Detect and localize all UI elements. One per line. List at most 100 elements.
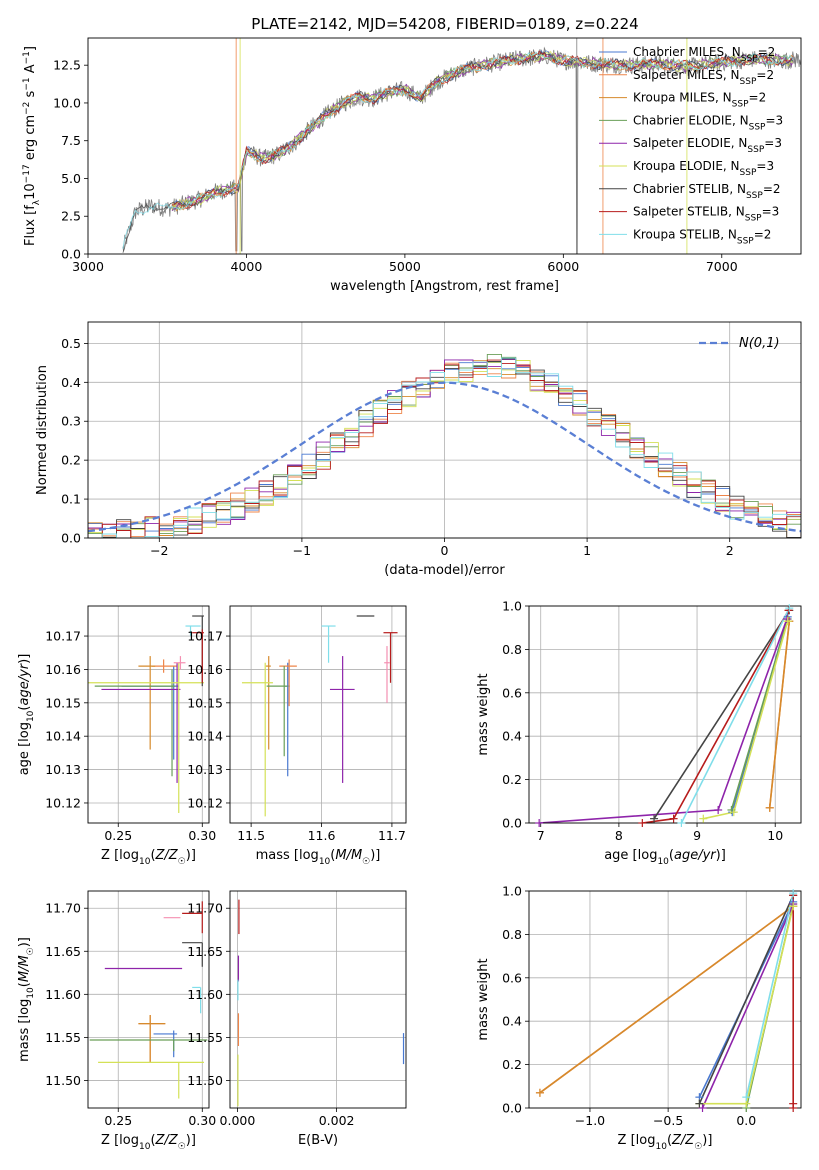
legend-label: Chabrier STELIB, N xyxy=(633,182,746,196)
x-tick-label: 0.25 xyxy=(104,1113,132,1128)
legend-entry: Salpeter ELODIE, NSSP=3 xyxy=(633,136,782,155)
x-axis-label: mass [log10(M/M☉)] xyxy=(256,848,381,867)
x-tick-label: 3000 xyxy=(72,259,104,274)
label-part: mass weight xyxy=(476,958,491,1040)
y-tick-label: 0.8 xyxy=(502,642,522,657)
label-part: ( xyxy=(150,848,155,863)
y-tick-label: 10.14 xyxy=(187,729,223,744)
x-tick-label: −2 xyxy=(150,543,168,558)
weight-line xyxy=(653,609,790,820)
x-tick-label: −1 xyxy=(293,543,311,558)
weight-line xyxy=(701,903,794,1108)
y-tick-label: 10.15 xyxy=(187,695,223,710)
model-spectrum-line xyxy=(171,50,794,210)
weight-line xyxy=(698,894,794,1105)
model-spectrum-line xyxy=(171,50,794,210)
y-tick-label: 10.12 xyxy=(187,795,223,810)
legend-label: Salpeter STELIB, N xyxy=(633,205,745,219)
x-tick-label: 9 xyxy=(693,828,701,843)
plot-area xyxy=(241,615,398,817)
plot-area xyxy=(88,615,204,813)
legend-suffix: =2 xyxy=(756,68,774,82)
legend-sub: SSP xyxy=(737,236,754,246)
label-part: −17 xyxy=(22,164,32,183)
y-axis-label: mass [log10(M/M☉)] xyxy=(17,937,36,1062)
label-part: age [log xyxy=(604,848,657,863)
x-tick-label: 0.30 xyxy=(188,828,216,843)
label-part: 10 xyxy=(139,1142,151,1152)
x-axis-label: Z [log10(Z/Z☉)] xyxy=(101,848,196,867)
axes-frame xyxy=(229,890,407,1109)
weight-line xyxy=(680,607,791,823)
axes-frame xyxy=(229,605,407,824)
model-spectrum-line xyxy=(172,52,794,211)
plot-area xyxy=(539,893,794,1108)
y-tick-label: 0.0 xyxy=(61,247,81,262)
legend-label: Salpeter ELODIE, N xyxy=(633,136,747,150)
weight-line xyxy=(768,621,791,808)
legend-entry: Chabrier MILES, NSSP=2 xyxy=(633,45,775,64)
y-tick-label: 11.65 xyxy=(45,944,81,959)
legend-label: Kroupa STELIB, N xyxy=(633,227,737,241)
legend-sub: SSP xyxy=(749,122,766,132)
label-part: s xyxy=(23,90,38,101)
legend-suffix: =3 xyxy=(762,205,780,219)
y-tick-label: 11.70 xyxy=(45,901,81,916)
x-tick-label: 4000 xyxy=(231,259,263,274)
panel-Z-age: 0.25 0.30 10.12 10.13 10.14 10.15 10.16 10.17 Z … xyxy=(17,605,216,867)
y-tick-label: 0.6 xyxy=(502,685,522,700)
label-part: Z [log xyxy=(101,848,139,863)
y-tick-label: 0.3 xyxy=(61,414,81,429)
weight-line xyxy=(745,893,794,1098)
label-part: 10 xyxy=(319,857,331,867)
label-part: Z/Z xyxy=(155,848,179,863)
figure-title: PLATE=2142, MJD=54208, FIBERID=0189, z=0… xyxy=(251,15,638,33)
y-tick-label: 11.65 xyxy=(187,944,223,959)
y-tick-label: 0.2 xyxy=(502,772,522,787)
label-part: ] xyxy=(23,46,38,51)
legend-suffix: =3 xyxy=(764,136,782,150)
legend-label: Salpeter MILES, N xyxy=(633,68,740,82)
x-tick-label: −1.0 xyxy=(575,1113,605,1128)
label-part: age/yr xyxy=(674,848,717,863)
legend-sub: SSP xyxy=(741,54,758,64)
label-part: )] xyxy=(186,1133,196,1148)
legend-suffix: =2 xyxy=(754,227,772,241)
legend-sub: SSP xyxy=(747,145,764,155)
x-tick-label: 7 xyxy=(537,828,545,843)
weight-line xyxy=(730,618,789,811)
x-tick-label: 5000 xyxy=(389,259,421,274)
panel-mass-age: 11.5 11.6 11.7 10.12 10.13 10.14 10.15 10.16 10.… xyxy=(187,605,407,867)
x-tick-label: 0.30 xyxy=(188,1113,216,1128)
label-part: wavelength [Angstrom, rest frame] xyxy=(330,279,559,294)
legend-suffix: =2 xyxy=(763,182,781,196)
y-tick-label: 0.2 xyxy=(61,453,81,468)
y-tick-label: 0.0 xyxy=(502,1101,522,1116)
y-axis-label: Normed distribution xyxy=(35,365,50,495)
y-tick-label: 10.0 xyxy=(53,95,81,110)
axes-frame xyxy=(528,605,802,824)
legend-entry: Salpeter MILES, NSSP=2 xyxy=(633,68,774,87)
y-tick-label: 0.0 xyxy=(502,816,522,831)
x-tick-label: 0 xyxy=(441,543,449,558)
x-tick-label: 10 xyxy=(767,828,783,843)
label-part: 10 xyxy=(23,183,38,200)
label-part: ( xyxy=(17,982,32,987)
label-part: −1 xyxy=(22,51,32,64)
legend-sub: SSP xyxy=(740,168,757,178)
label-part: )] xyxy=(716,848,726,863)
label-part: )] xyxy=(370,848,380,863)
label-part: erg cm xyxy=(23,115,38,164)
legend-sub: SSP xyxy=(746,191,763,201)
y-tick-label: 7.5 xyxy=(61,133,81,148)
y-tick-label: 0.8 xyxy=(502,927,522,942)
x-tick-label: 2 xyxy=(726,543,734,558)
y-tick-label: 10.13 xyxy=(45,762,81,777)
model-spectrum-line xyxy=(122,51,794,253)
label-part: ( xyxy=(669,848,674,863)
label-part: 10 xyxy=(657,857,669,867)
label-part: )] xyxy=(702,1133,712,1148)
x-axis-label: (data-model)/error xyxy=(384,563,505,578)
y-tick-label: 10.12 xyxy=(45,795,81,810)
label-part: Z/Z xyxy=(671,1133,695,1148)
